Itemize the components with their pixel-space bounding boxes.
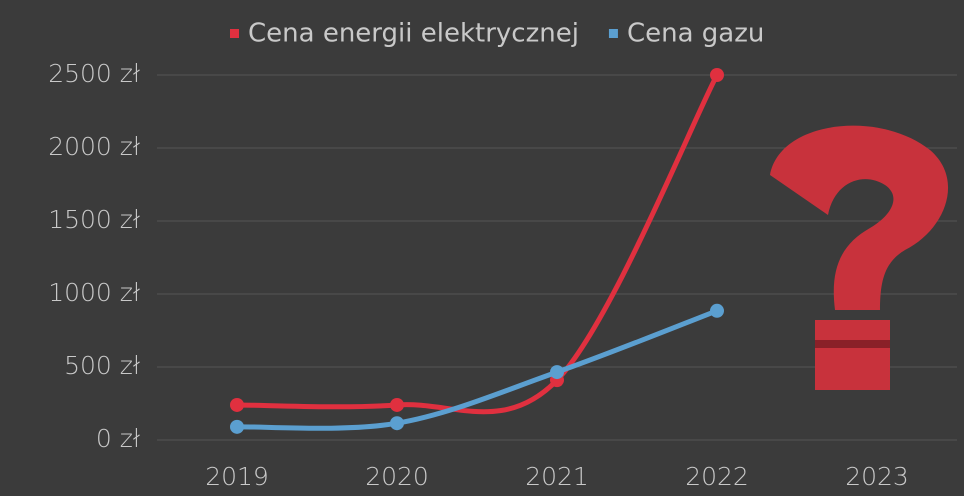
legend-label: Cena gazu [627, 19, 764, 49]
x-tick-label: 2023 [845, 462, 909, 491]
page: 0 zł 500 zł 1000 zł 1500 zł 2000 zł 2500 zł 20… [0, 0, 964, 496]
y-tick-label: 1000 zł [48, 278, 140, 307]
y-tick-label: 1500 zł [48, 205, 140, 234]
data-point [230, 420, 244, 434]
legend-swatch [609, 29, 618, 38]
x-tick-label: 2019 [205, 462, 269, 491]
y-tick-label: 2000 zł [48, 132, 140, 161]
x-tick-label: 2022 [685, 462, 749, 491]
data-point [390, 416, 404, 430]
x-tick-label: 2020 [365, 462, 429, 491]
y-tick-label: 500 zł [64, 351, 140, 380]
data-point [710, 68, 724, 82]
data-point [710, 304, 724, 318]
legend-swatch [230, 29, 239, 38]
data-point [390, 398, 404, 412]
data-point [550, 365, 564, 379]
y-tick-label: 0 zł [96, 424, 140, 453]
data-point [230, 398, 244, 412]
chart: 0 zł 500 zł 1000 zł 1500 zł 2000 zł 2500 zł 20… [0, 0, 964, 496]
x-tick-label: 2021 [525, 462, 589, 491]
legend-label: Cena energii elektrycznej [248, 19, 579, 49]
background [0, 0, 964, 496]
y-tick-label: 2500 zł [48, 59, 140, 88]
